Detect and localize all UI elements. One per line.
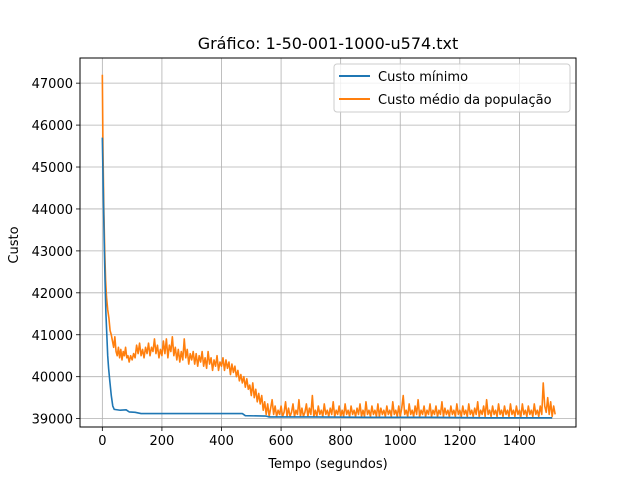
y-tick-label: 39000 xyxy=(32,413,73,428)
y-tick-label: 40000 xyxy=(32,371,73,386)
y-tick-label: 42000 xyxy=(32,287,73,302)
x-axis-label: Tempo (segundos) xyxy=(267,457,387,472)
x-tick-label: 200 xyxy=(150,434,175,449)
series-line-1 xyxy=(101,74,556,418)
x-tick-label: 1000 xyxy=(384,434,417,449)
y-axis: 39000 40000 41000 42000 43000 44000 45000 46000… xyxy=(32,77,80,428)
y-tick-label: 44000 xyxy=(32,203,73,218)
y-tick-label: 41000 xyxy=(32,329,73,344)
legend: Custo mínimo Custo médio da população xyxy=(333,63,571,113)
grid xyxy=(80,58,576,427)
x-tick-label: 1400 xyxy=(503,434,536,449)
legend-box xyxy=(333,63,571,113)
y-axis-label: Custo xyxy=(7,226,22,263)
x-tick-label: 600 xyxy=(269,434,294,449)
x-tick-label: 1200 xyxy=(443,434,476,449)
y-tick-label: 47000 xyxy=(32,77,73,92)
x-tick-label: 0 xyxy=(98,434,106,449)
series-layer xyxy=(101,74,556,419)
legend-label-avg: Custo médio da população xyxy=(378,93,552,108)
x-tick-label: 400 xyxy=(209,434,234,449)
plot-area xyxy=(80,58,576,427)
y-tick-label: 43000 xyxy=(32,245,73,260)
legend-label-min: Custo mínimo xyxy=(378,70,468,85)
x-axis: 0 200 400 600 800 1000 1200 1400 xyxy=(98,427,536,449)
x-tick-label: 800 xyxy=(328,434,353,449)
plot-frame xyxy=(79,57,577,428)
y-tick-label: 46000 xyxy=(32,119,73,134)
series-line-0 xyxy=(101,137,553,419)
y-tick-label: 45000 xyxy=(32,161,73,176)
chart-title: Gráfico: 1-50-001-1000-u574.txt xyxy=(198,34,459,53)
